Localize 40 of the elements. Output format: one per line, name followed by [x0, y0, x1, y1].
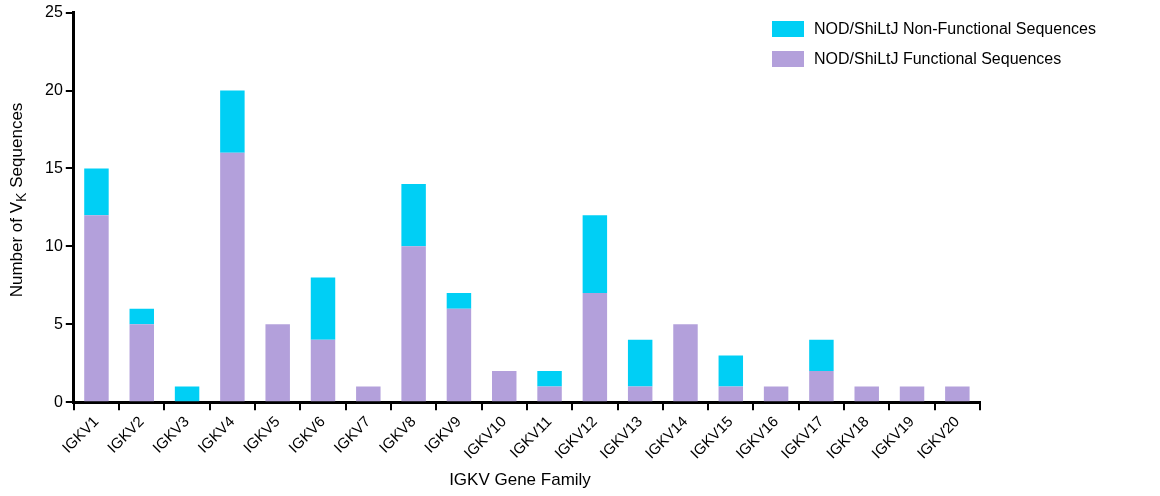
bar: [129, 308, 154, 325]
bar: [446, 308, 472, 402]
bar: [401, 183, 426, 247]
bar: [763, 386, 789, 402]
bar: [854, 386, 879, 402]
bar: [582, 293, 608, 402]
bar: [401, 246, 426, 402]
bar: [310, 339, 336, 402]
y-tick-label: 25: [45, 3, 63, 21]
bar: [582, 215, 608, 294]
bar: [310, 277, 336, 340]
bar: [356, 386, 381, 402]
bar: [265, 324, 290, 402]
y-tick-label: 20: [45, 80, 63, 98]
bar: [174, 386, 200, 402]
bar: [84, 215, 109, 402]
y-tick-label: 10: [45, 236, 63, 254]
legend-label: NOD/ShiLtJ Non-Functional Sequences: [814, 20, 1096, 38]
bar: [537, 370, 562, 387]
bar: [220, 90, 245, 153]
bar: [673, 324, 698, 402]
legend-label: NOD/ShiLtJ Functional Sequences: [814, 50, 1062, 68]
y-tick-label: 5: [53, 314, 63, 332]
bar: [220, 152, 245, 402]
bar: [945, 386, 970, 402]
bar: [718, 355, 744, 387]
y-tick-label: 0: [53, 392, 63, 410]
bar: [809, 339, 834, 371]
bar: [899, 386, 925, 402]
bar: [627, 386, 653, 402]
bar: [446, 293, 472, 309]
bar: [809, 370, 834, 402]
bar: [537, 386, 562, 402]
bar: [718, 386, 744, 402]
y-tick-label: 15: [45, 158, 63, 176]
bar: [492, 370, 517, 402]
x-axis-title: IGKV Gene Family: [449, 470, 591, 490]
bar: [627, 339, 653, 387]
bar: [129, 324, 154, 402]
bar: [84, 168, 109, 216]
